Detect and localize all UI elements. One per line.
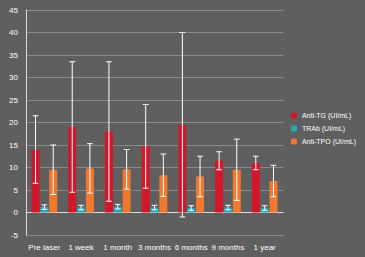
- svg-text:3 months: 3 months: [138, 243, 171, 252]
- svg-text:Pre laser: Pre laser: [28, 243, 60, 252]
- svg-text:1 week: 1 week: [68, 243, 94, 252]
- svg-text:Anti-TG (UI/mL): Anti-TG (UI/mL): [302, 112, 351, 120]
- svg-text:25: 25: [9, 96, 18, 105]
- svg-text:45: 45: [9, 6, 18, 15]
- svg-text:20: 20: [9, 118, 18, 127]
- svg-text:35: 35: [9, 51, 18, 60]
- svg-text:9 months: 9 months: [211, 243, 244, 252]
- svg-text:-5: -5: [11, 231, 19, 240]
- svg-text:30: 30: [9, 73, 18, 82]
- svg-text:6 months: 6 months: [175, 243, 208, 252]
- svg-text:Anti-TPO (UI/mL): Anti-TPO (UI/mL): [302, 138, 356, 146]
- svg-text:0: 0: [14, 208, 19, 217]
- svg-text:1 year: 1 year: [254, 243, 277, 252]
- svg-text:1 month: 1 month: [103, 243, 132, 252]
- svg-text:10: 10: [9, 163, 18, 172]
- svg-text:5: 5: [14, 186, 19, 195]
- svg-text:40: 40: [9, 28, 18, 37]
- svg-text:15: 15: [9, 141, 18, 150]
- svg-text:TRAb (UI/mL): TRAb (UI/mL): [302, 125, 345, 133]
